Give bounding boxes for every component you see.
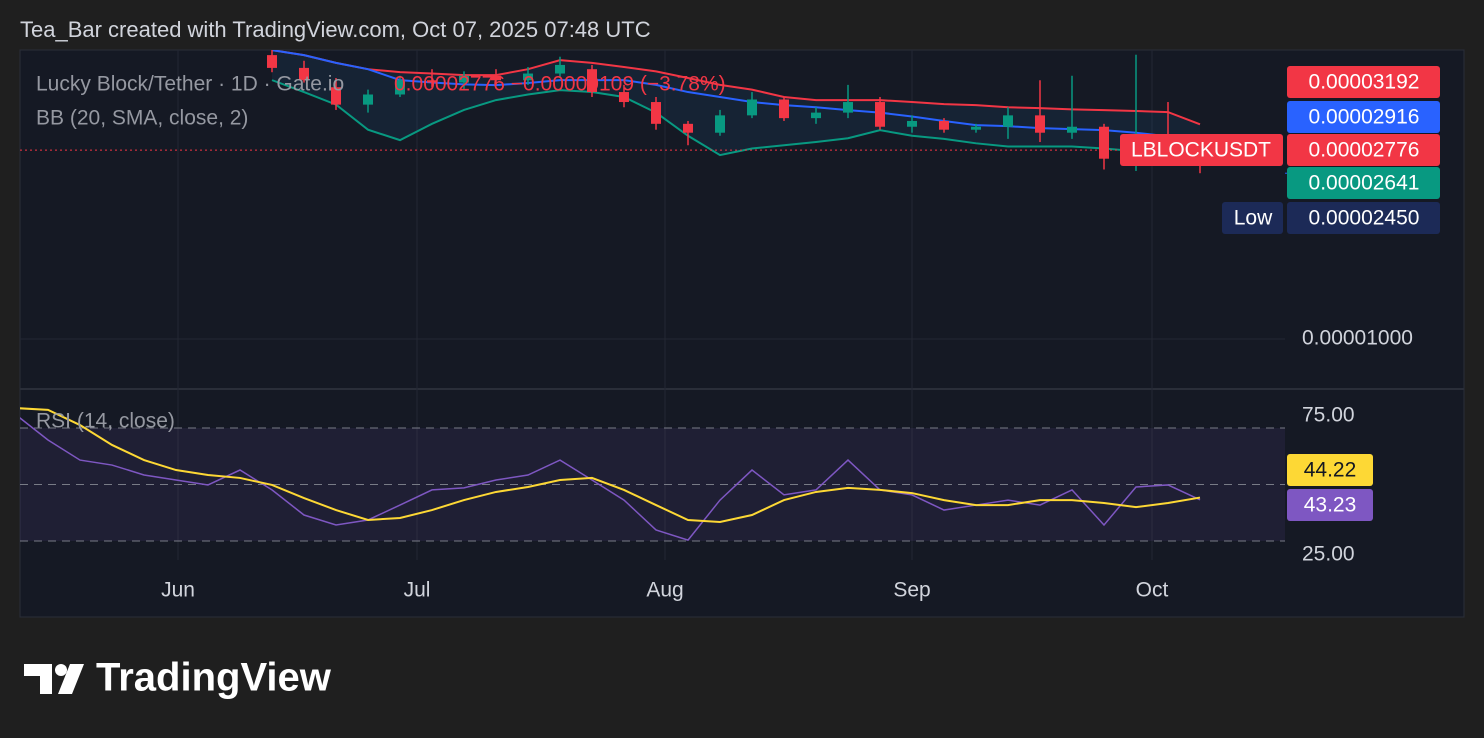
candle-body (1099, 126, 1109, 159)
quote: 0.00002776 −0.00000109 (−3.78%) (394, 73, 726, 96)
logo-text: TradingView (96, 656, 332, 700)
rsi-pane (20, 407, 1285, 542)
candle-body (779, 99, 789, 119)
rsi-ma-label-box (1287, 454, 1373, 486)
candle-body (1035, 115, 1045, 133)
rsi-tick-label: 25.00 (1302, 543, 1355, 566)
middle-label-box (1287, 101, 1440, 133)
lower-label-box (1287, 167, 1440, 199)
candle-body (747, 99, 757, 116)
middle-label: 0.00002916 (1309, 106, 1420, 129)
rsi-title: RSI (14, close) (36, 410, 175, 433)
candle-body (619, 92, 629, 103)
candle-body (363, 94, 373, 105)
logo-mark (58, 664, 84, 694)
upper-label: 0.00003192 (1309, 71, 1420, 94)
x-tick-label: Sep (893, 579, 930, 602)
low-name: Low (1234, 207, 1273, 230)
header: Tea_Bar created with TradingView.com, Oc… (20, 17, 651, 42)
low-label-box (1287, 202, 1440, 234)
indicator-title: BB (20, SMA, close, 2) (36, 107, 248, 130)
bb-middle (271, 50, 1201, 143)
rsi-label: 43.23 (1304, 494, 1357, 517)
candle-body (715, 115, 725, 133)
candle-body (843, 102, 853, 113)
bb-lower (271, 79, 1201, 161)
logo-mark (24, 664, 52, 694)
candle-body (459, 75, 469, 83)
candle-body (1067, 126, 1077, 133)
candle-body (395, 80, 405, 95)
logo: TradingView (24, 656, 332, 700)
last-price-label: 0.00002776 (1309, 139, 1420, 162)
candle-body (875, 102, 885, 127)
rsi-label-box (1287, 489, 1373, 521)
y-tick-label: 0.00001000 (1302, 326, 1413, 349)
logo-mark (55, 664, 67, 676)
candle-body (811, 112, 821, 119)
candle-body (299, 67, 309, 81)
lower-label: 0.00002641 (1309, 172, 1420, 195)
overlay: Jun Jul Aug Sep Oct 0.00001000 0.00003192 0.000… (161, 66, 1440, 602)
candle-body (491, 75, 501, 81)
band-fill (272, 50, 1200, 160)
candle-body (971, 126, 981, 130)
candle-body (1003, 115, 1013, 127)
low-name-box (1222, 202, 1283, 234)
symbol-title: Lucky Block/Tether · 1D · Gate.io (36, 73, 344, 96)
candle-body (331, 87, 341, 105)
candle-body (939, 120, 949, 130)
upper-label-box (1287, 66, 1440, 98)
candle-body (651, 102, 661, 124)
x-tick-label: Jul (404, 579, 431, 602)
candle-body (587, 69, 597, 93)
rsi-line (20, 417, 1201, 541)
rsi-ma-line (20, 407, 1201, 524)
x-tick-label: Aug (646, 579, 683, 602)
candle-body (683, 123, 693, 133)
symbol-label-box (1120, 134, 1283, 166)
candle-body (427, 80, 437, 83)
x-tick-label: Jun (161, 579, 195, 602)
price-pane (20, 50, 1285, 340)
low-label: 0.00002450 (1309, 207, 1420, 230)
last-price-label-box (1287, 134, 1440, 166)
rsi-ma-label: 44.22 (1304, 459, 1357, 482)
candle-body (267, 55, 277, 68)
x-tick-label: Oct (1136, 579, 1169, 602)
rsi-tick-label: 75.00 (1302, 404, 1355, 427)
bb-upper (271, 50, 1201, 126)
symbol-label: LBLOCKUSDT (1131, 139, 1271, 162)
candle-body (555, 64, 565, 74)
candle-body (523, 73, 533, 81)
candle-body (907, 120, 917, 127)
